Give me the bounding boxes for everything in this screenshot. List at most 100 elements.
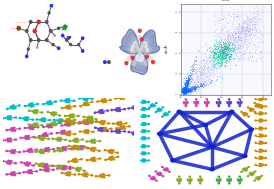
Point: [186, 90, 190, 93]
Point: [183, 83, 187, 86]
Point: [227, 45, 231, 48]
Point: [251, 19, 256, 22]
Circle shape: [64, 133, 66, 134]
Point: [207, 70, 211, 73]
Point: [241, 28, 245, 31]
Point: [182, 90, 187, 93]
Circle shape: [261, 136, 262, 137]
Point: [184, 79, 188, 82]
Point: [226, 36, 230, 39]
Point: [223, 55, 228, 58]
Point: [187, 77, 191, 80]
Point: [233, 54, 238, 57]
Point: [241, 17, 246, 20]
Point: [251, 19, 255, 22]
Point: [230, 33, 235, 36]
Point: [190, 66, 195, 69]
Point: [239, 29, 244, 32]
Point: [232, 36, 237, 39]
Circle shape: [265, 106, 266, 107]
Point: [229, 49, 233, 52]
Point: [239, 40, 244, 43]
Point: [208, 62, 213, 65]
Point: [220, 54, 224, 57]
Point: [235, 43, 239, 46]
Point: [226, 57, 230, 60]
Point: [212, 55, 216, 58]
Point: [233, 47, 238, 50]
Point: [186, 88, 191, 91]
Point: [185, 80, 189, 83]
Point: [217, 57, 222, 60]
Point: [183, 82, 187, 85]
Point: [253, 29, 258, 32]
Circle shape: [206, 102, 208, 103]
Point: [181, 89, 185, 92]
Point: [183, 89, 187, 92]
Point: [218, 55, 222, 58]
Point: [183, 82, 187, 85]
Circle shape: [51, 127, 52, 128]
Point: [256, 12, 260, 15]
Point: [196, 74, 201, 77]
Circle shape: [19, 118, 21, 119]
Point: [201, 80, 205, 83]
Point: [199, 77, 204, 81]
Point: [217, 41, 221, 44]
Point: [226, 47, 231, 50]
Point: [186, 83, 190, 86]
Point: [206, 69, 210, 72]
Circle shape: [82, 37, 84, 40]
Point: [218, 56, 223, 59]
Point: [253, 50, 257, 53]
Point: [185, 83, 189, 86]
Point: [248, 28, 252, 31]
Point: [207, 45, 212, 48]
Circle shape: [138, 29, 141, 32]
Circle shape: [138, 124, 139, 125]
Circle shape: [258, 179, 259, 180]
Point: [198, 85, 202, 88]
Point: [216, 45, 220, 48]
Point: [187, 72, 192, 75]
Point: [215, 58, 219, 61]
Point: [227, 57, 231, 60]
Point: [198, 71, 203, 74]
Point: [193, 54, 198, 57]
Circle shape: [239, 104, 240, 105]
Point: [182, 82, 187, 85]
Point: [185, 87, 190, 90]
Circle shape: [25, 118, 27, 120]
Point: [186, 80, 190, 83]
Point: [209, 53, 214, 56]
Point: [246, 53, 251, 56]
Point: [188, 70, 193, 74]
Point: [229, 53, 233, 56]
Circle shape: [108, 150, 109, 151]
Point: [182, 88, 187, 91]
Point: [237, 41, 241, 44]
Point: [227, 35, 232, 38]
Point: [213, 33, 218, 36]
Point: [194, 62, 199, 65]
Point: [186, 85, 190, 88]
Point: [185, 78, 190, 81]
Point: [220, 55, 224, 58]
Point: [199, 67, 204, 70]
Point: [195, 69, 199, 72]
Circle shape: [53, 165, 55, 167]
Point: [222, 46, 227, 49]
Point: [246, 38, 250, 41]
Point: [201, 58, 205, 61]
Point: [237, 44, 242, 47]
Circle shape: [10, 151, 11, 152]
Point: [183, 89, 187, 92]
Point: [248, 5, 252, 8]
Circle shape: [159, 109, 160, 110]
Point: [216, 57, 220, 60]
Point: [184, 92, 188, 95]
Point: [247, 57, 251, 60]
Point: [199, 71, 204, 74]
Point: [191, 78, 196, 81]
Point: [192, 76, 196, 79]
